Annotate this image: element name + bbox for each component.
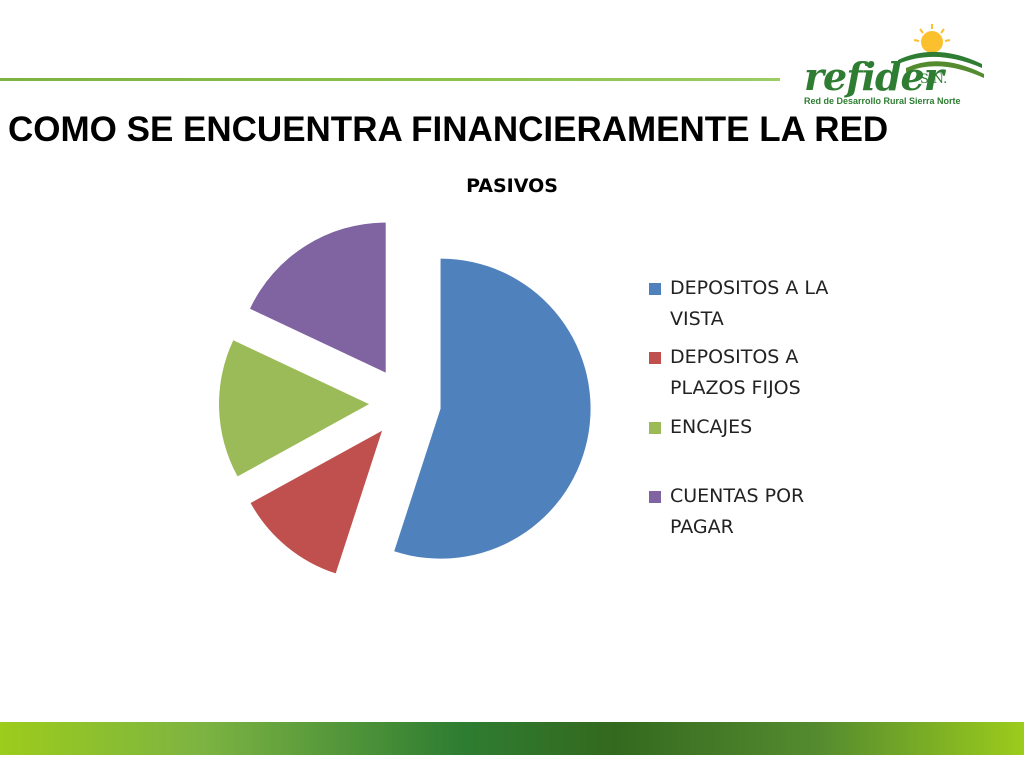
legend-swatch: [649, 422, 661, 434]
logo-wordmark: refider: [804, 54, 944, 99]
footer-band: [0, 722, 1024, 755]
pie-slice-encajes: [219, 340, 370, 477]
pie-slice-cuentas-por-pagar: [249, 222, 386, 373]
header-rule: [0, 78, 780, 81]
legend-label: DEPOSITOS A PLAZOS FIJOS: [670, 346, 801, 399]
logo-suffix: S.N.: [920, 72, 948, 87]
slide-title: COMO SE ENCUENTRA FINANCIERAMENTE LA RED: [8, 110, 889, 149]
legend-label: DEPOSITOS A LA VISTA: [670, 277, 829, 330]
logo-tagline: Red de Desarrollo Rural Sierra Norte: [804, 96, 961, 106]
sun-fields-icon: [898, 24, 984, 78]
legend-label: ENCAJES: [670, 416, 753, 438]
pie-slice-depositos-a-plazos-fijos: [250, 430, 383, 574]
refider-logo: refider S.N. Red de Desarrollo Rural Sie…: [796, 20, 996, 112]
legend-swatch: [649, 352, 661, 364]
legend-swatch: [649, 283, 661, 295]
legend-label: CUENTAS POR PAGAR: [670, 485, 805, 538]
chart-title: PASIVOS: [466, 175, 558, 197]
legend-swatch: [649, 491, 661, 503]
pie-slice-depositos-a-la-vista: [394, 258, 591, 559]
